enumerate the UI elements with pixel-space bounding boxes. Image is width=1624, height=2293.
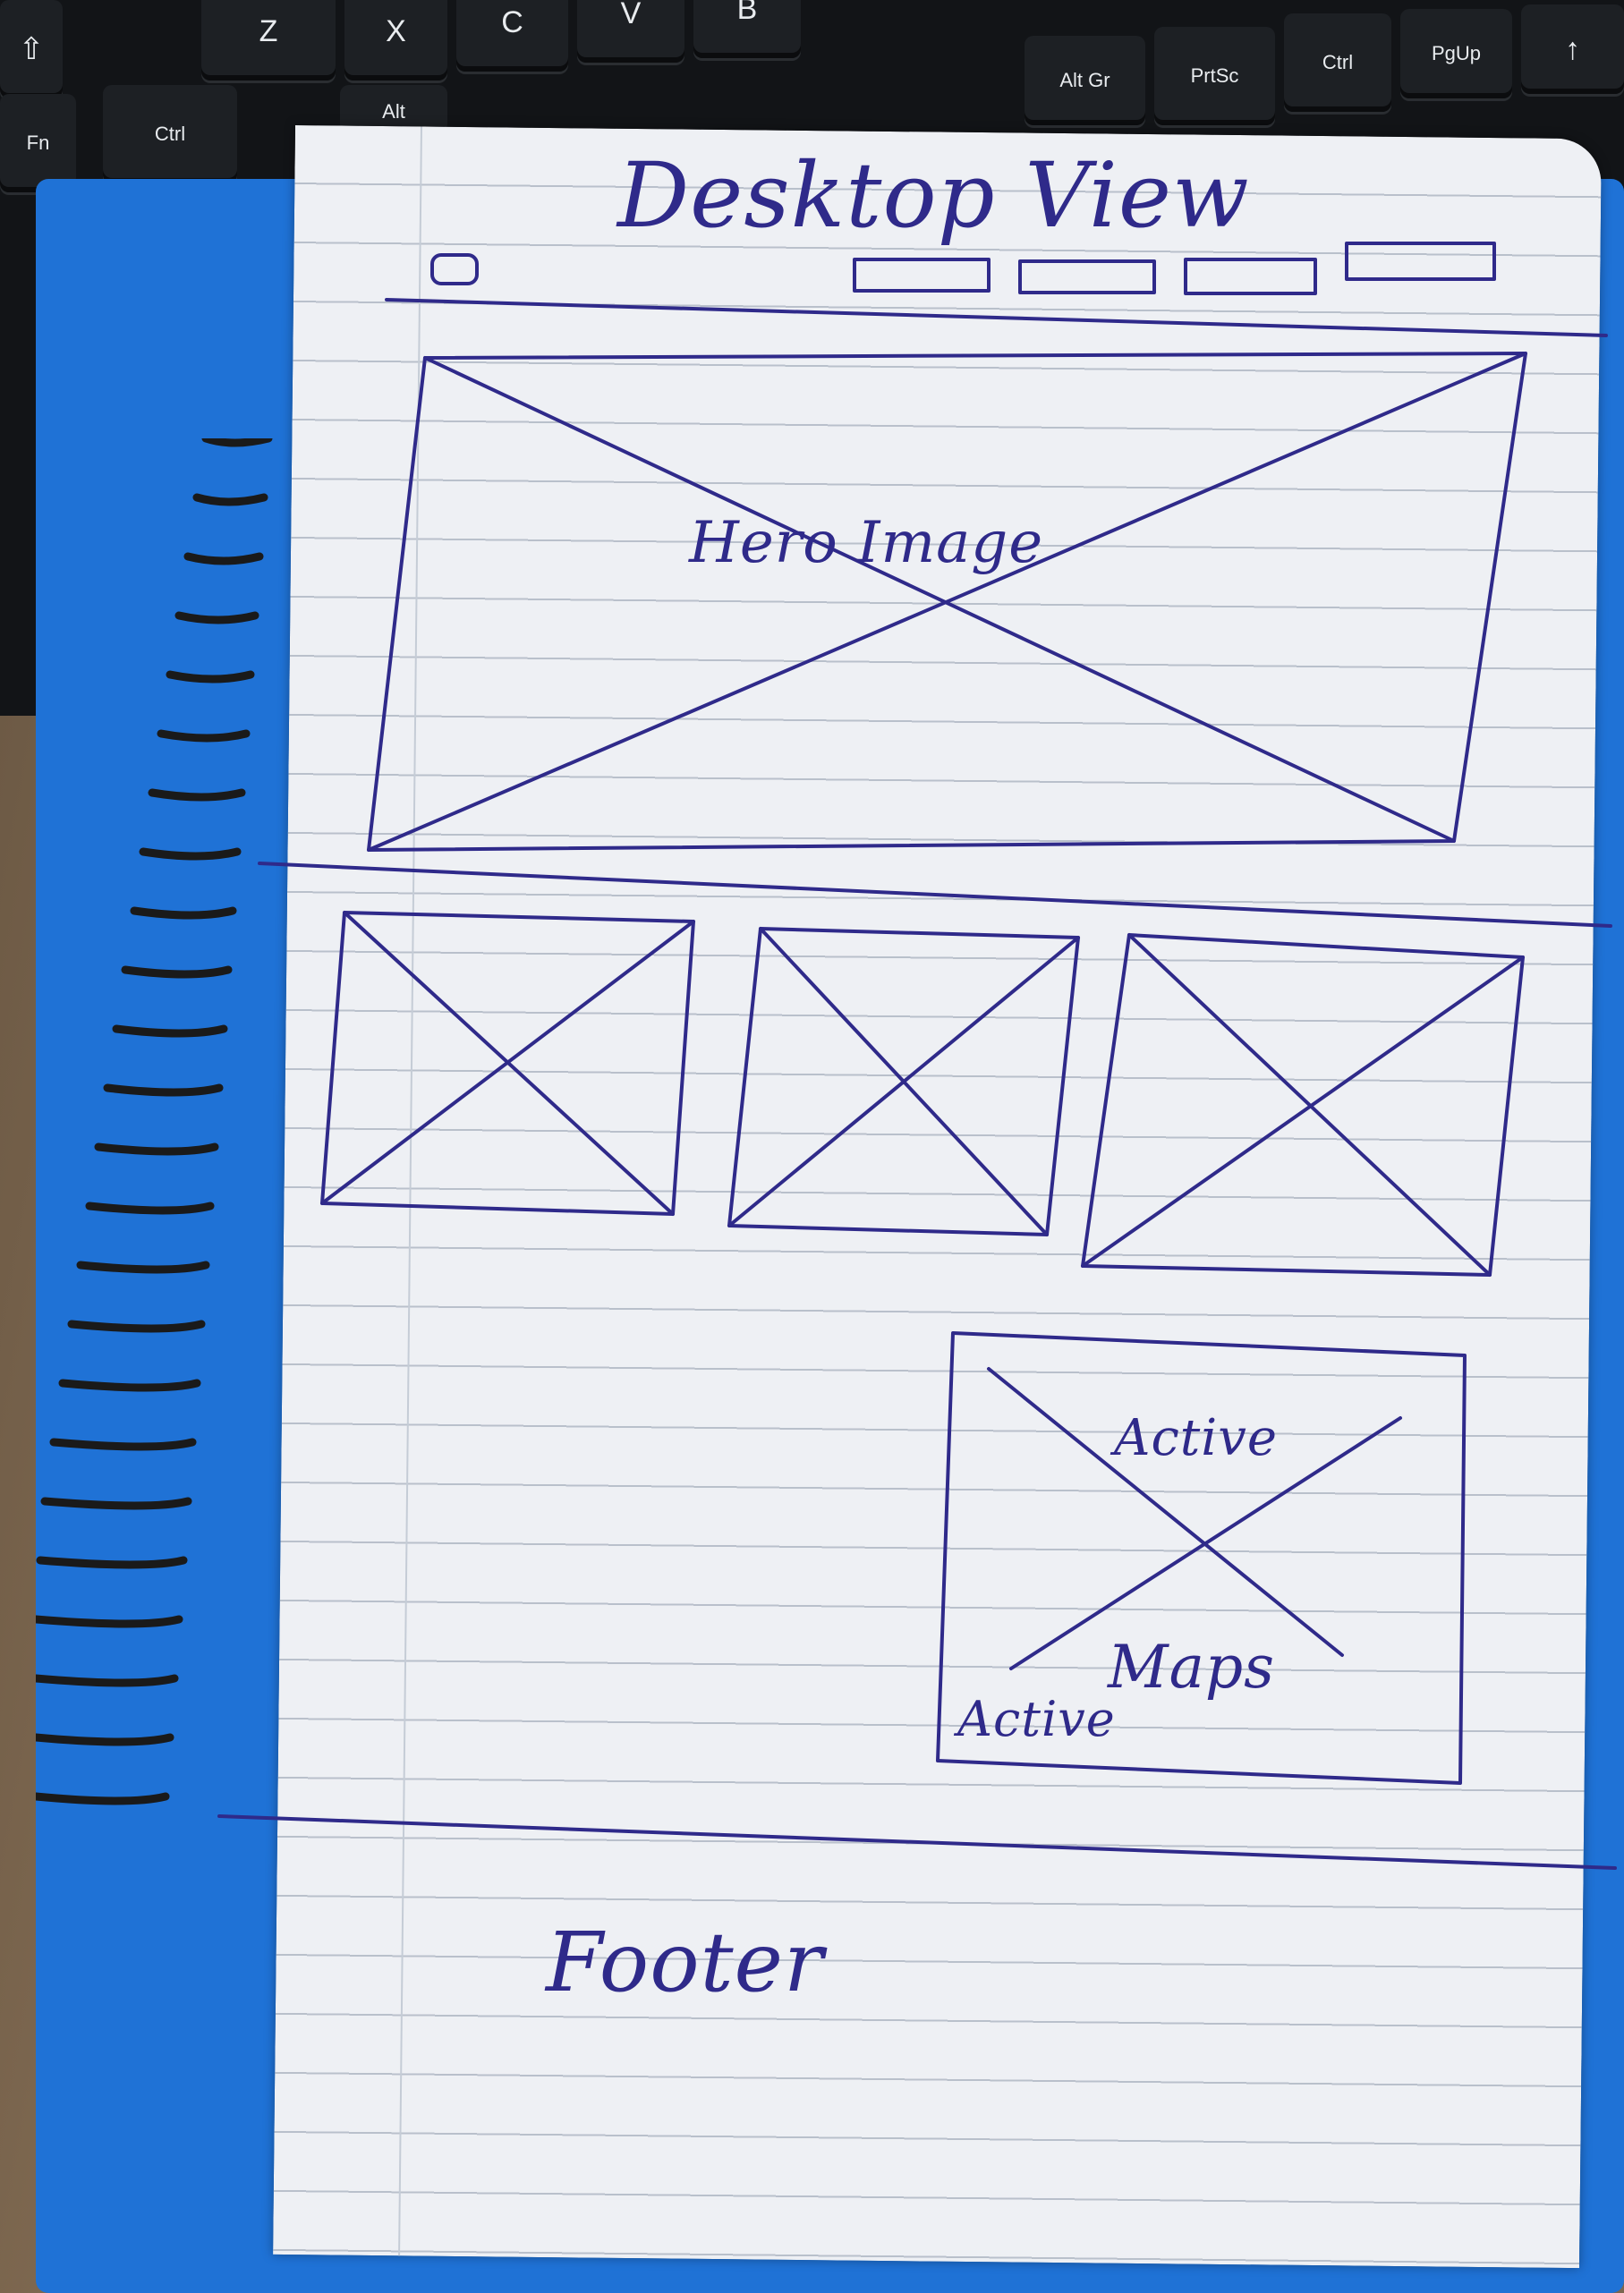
key-label: Fn xyxy=(26,132,50,154)
map-cross xyxy=(987,1367,1402,1670)
key-altgr: Alt Gr xyxy=(1025,36,1145,125)
logo-placeholder xyxy=(430,253,479,285)
section-divider xyxy=(258,862,1612,928)
key-ctrl-left: Ctrl xyxy=(103,85,237,183)
key-v: V xyxy=(577,0,684,63)
key-arrow-up: ↑ xyxy=(1521,4,1624,94)
key-label: Ctrl xyxy=(1322,51,1354,73)
header-divider xyxy=(385,298,1608,337)
footer-label: Footer xyxy=(546,1915,824,2010)
footer-divider xyxy=(217,1814,1617,1870)
key-label: V xyxy=(620,0,642,30)
key-label: PrtSc xyxy=(1190,64,1239,87)
hero-image-cross xyxy=(423,356,1456,843)
key-label: C xyxy=(501,4,523,39)
nav-item-placeholder xyxy=(853,258,991,293)
key-label: PgUp xyxy=(1431,42,1482,64)
key-label: Alt Gr xyxy=(1059,69,1110,91)
key-label: B xyxy=(736,0,758,26)
hero-image-cross xyxy=(367,352,1527,852)
hero-image-label: Hero Image xyxy=(689,510,1044,576)
nav-item-placeholder xyxy=(1018,259,1156,294)
key-label: Ctrl xyxy=(154,123,186,145)
key-b: B xyxy=(693,0,801,58)
nav-item-placeholder xyxy=(1345,242,1496,281)
map-label-active-top: Active xyxy=(1114,1409,1278,1467)
card-placeholder xyxy=(1081,933,1525,1277)
key-c: C xyxy=(456,0,568,72)
map-placeholder xyxy=(936,1331,1467,1785)
sketch-title: Desktop View xyxy=(617,143,1250,248)
key-ctrl-right: Ctrl xyxy=(1284,13,1391,112)
key-z: Z xyxy=(201,0,336,81)
key-pgup: PgUp xyxy=(1400,9,1512,98)
key-fn: Fn xyxy=(0,94,76,192)
spiral-binding xyxy=(36,438,273,1805)
key-x: X xyxy=(344,0,447,81)
key-label: ↑ xyxy=(1565,31,1580,66)
map-label-active-bottom: Active xyxy=(957,1691,1116,1747)
key-label: Z xyxy=(259,13,278,48)
key-label: ⇧ xyxy=(18,32,45,66)
key-label: Alt xyxy=(382,100,405,123)
key-label: X xyxy=(386,13,406,48)
card-cross xyxy=(727,927,1080,1236)
key-shift: ⇧ xyxy=(0,0,63,98)
card-cross xyxy=(320,911,695,1216)
card-cross xyxy=(1081,933,1525,1277)
map-label-maps: Maps xyxy=(1108,1633,1276,1702)
key-prtsc: PrtSc xyxy=(1154,27,1275,125)
nav-item-placeholder xyxy=(1184,258,1317,295)
